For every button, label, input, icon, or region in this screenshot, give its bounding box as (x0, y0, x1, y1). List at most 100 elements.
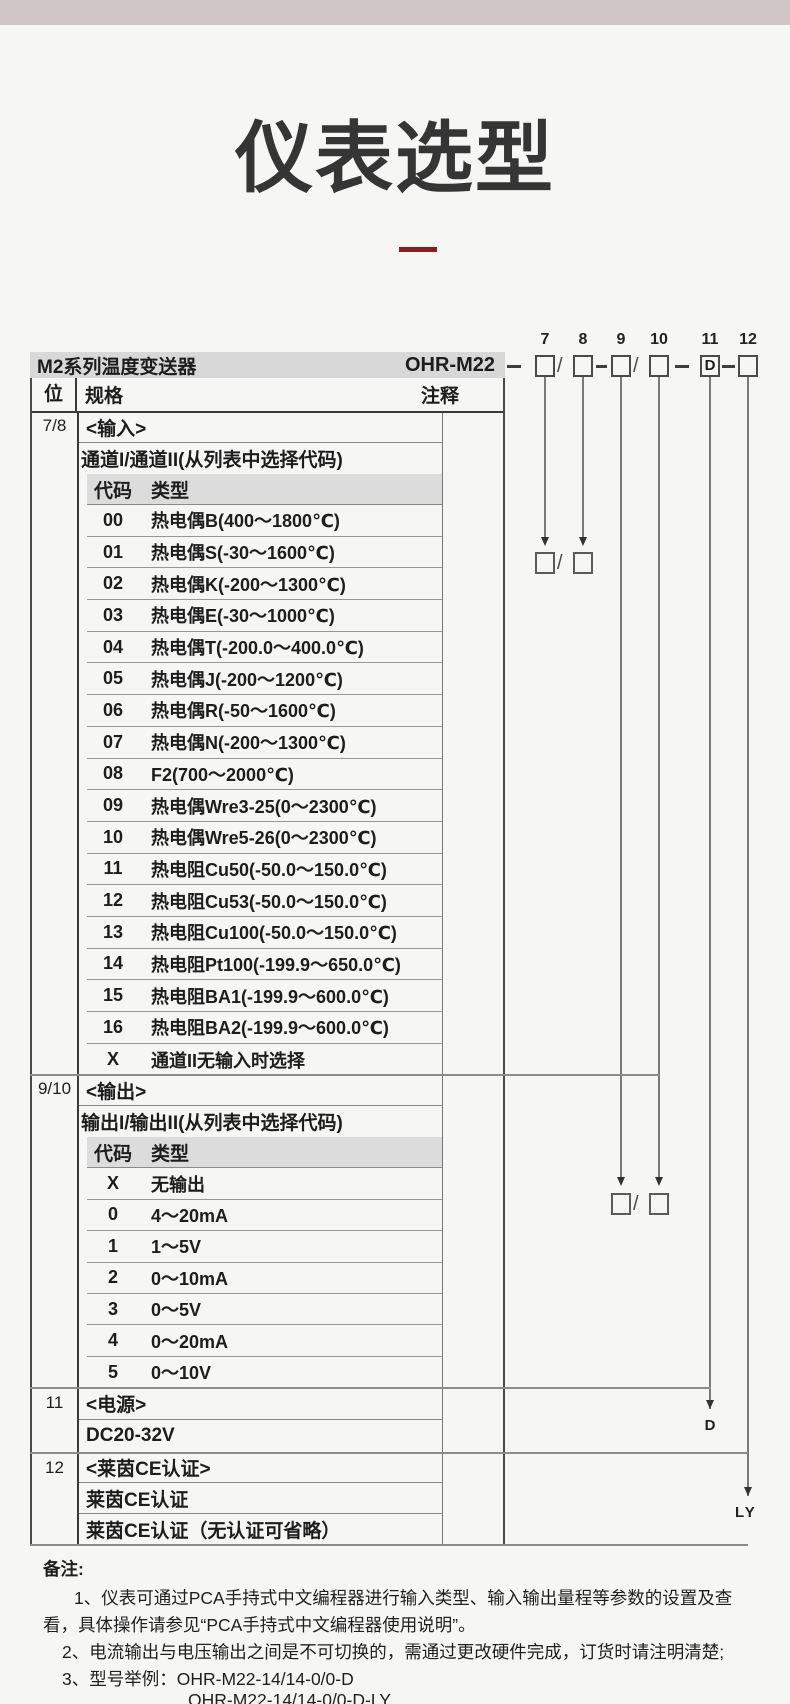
arrow-7-icon (541, 537, 549, 546)
type-cell: 通道II无输入时选择 (151, 1050, 306, 1071)
divider-section-power (30, 1387, 711, 1389)
digit-label-10: 10 (650, 331, 668, 348)
type-cell: 热电阻Cu100(-50.0～150.0℃) (151, 923, 397, 944)
code-row: 5 0～10V (87, 1357, 442, 1388)
header-note: 注释 (420, 386, 459, 407)
code-row: 1 1～5V (87, 1231, 442, 1263)
table-body: 7/8 9/10 11 12 <输入> 通道I/通道II(从列表中选择代码) 代… (32, 413, 503, 1545)
code-cell: 03 (102, 604, 124, 625)
code-cell: 05 (102, 668, 124, 689)
type-cell: 热电阻Cu50(-50.0～150.0℃) (151, 859, 387, 880)
table-header-row: 位 规格 注释 (32, 378, 503, 413)
type-cell: 热电偶Wre5-26(0～2300℃) (151, 828, 377, 849)
bit-label-11: 11 (45, 1393, 64, 1412)
arrow-12-icon (744, 1487, 752, 1496)
type-cell: 0～20mA (151, 1331, 229, 1352)
code-slash-1: / (557, 355, 563, 377)
code-cell: 10 (102, 826, 124, 847)
arrow-8-icon (579, 537, 587, 546)
code-cell: 09 (102, 795, 124, 816)
code-dash-2 (596, 365, 607, 368)
bit-label-910: 9/10 (37, 1079, 72, 1098)
input-code-rows: 00 热电偶B(400～1800℃) 01 热电偶S(-30～1600℃) 02 热电偶K… (87, 505, 442, 1075)
type-cell: F2(700～2000℃) (151, 764, 294, 785)
note-1-line-1: 1、仪表可通过PCA手持式中文编程器进行输入类型、输入输出量程等参数的设置及查 (74, 1588, 733, 1608)
output-code-slash: / (633, 1193, 639, 1215)
col-header-type: 类型 (151, 480, 190, 502)
input-code-table-header: 代码 类型 (87, 474, 442, 505)
dropline-10 (658, 377, 660, 1177)
code-box-7 (535, 355, 555, 377)
code-cell: X (106, 1173, 119, 1194)
col-header-code: 代码 (93, 480, 132, 502)
divider-section-ce (30, 1452, 748, 1454)
type-cell: 热电阻Pt100(-199.9～650.0℃) (151, 954, 401, 975)
code-row: 2 0～10mA (87, 1263, 442, 1294)
note-2: 2、电流输出与电压输出之间是不可切换的，需通过更改硬件完成，订货时请注明清楚; (62, 1642, 725, 1662)
annotation-ly: LY (735, 1504, 757, 1521)
bit-label-12: 12 (45, 1458, 64, 1477)
code-row: 01 热电偶S(-30～1600℃) (87, 537, 442, 569)
top-bar (0, 0, 790, 25)
code-cell: 2 (107, 1267, 118, 1288)
type-cell: 热电阻BA1(-199.9～600.0℃) (151, 986, 389, 1007)
bit-column-divider (77, 413, 79, 1545)
output-code-table-header: 代码 类型 (87, 1137, 442, 1169)
digit-label-7: 7 (540, 331, 550, 348)
code-box-9 (611, 355, 631, 377)
output-code-rows: X 无输出 0 4～20mA 1 1～5V 2 0～10mA 3 0～5V 4 0～20mA 5 0～10… (87, 1168, 442, 1388)
code-row: 10 热电偶Wre5-26(0～2300℃) (87, 822, 442, 854)
code-row: 3 0～5V (87, 1294, 442, 1326)
code-row: 06 热电偶R(-50～1600℃) (87, 695, 442, 727)
type-cell: 热电偶S(-30～1600℃) (151, 543, 335, 564)
type-cell: 热电阻BA2(-199.9～600.0℃) (151, 1018, 389, 1039)
code-cell: 07 (102, 731, 124, 752)
type-cell: 热电偶K(-200～1300℃) (151, 574, 346, 595)
type-cell: 热电偶E(-30～1000℃) (151, 606, 335, 627)
code-row: 15 热电阻BA1(-199.9～600.0℃) (87, 980, 442, 1012)
code-slash-2: / (633, 355, 639, 377)
bit-label-78: 7/8 (42, 416, 67, 435)
annotation-d: D (704, 1417, 716, 1434)
code-cell: 15 (102, 985, 124, 1006)
code-row: 12 热电阻Cu53(-50.0～150.0℃) (87, 885, 442, 917)
digit-label-11: 11 (701, 331, 719, 348)
notes-label: 备注: (43, 1559, 84, 1579)
digit-label-9: 9 (616, 331, 626, 348)
section-input-title: <输入> (79, 413, 442, 443)
code-row: 0 4～20mA (87, 1200, 442, 1232)
code-row: 04 热电偶T(-200.0～400.0℃) (87, 632, 442, 664)
type-cell: 热电偶T(-200.0～400.0℃) (151, 638, 364, 659)
digit-label-12: 12 (739, 331, 757, 348)
type-cell: 0～5V (151, 1300, 202, 1321)
code-row: 02 热电偶K(-200～1300℃) (87, 568, 442, 601)
code-cell: 01 (102, 541, 124, 562)
code-box-8 (573, 355, 593, 377)
selection-table: 位 规格 注释 7/8 9/10 11 12 <输入> 通道I/通道II(从列表… (30, 378, 505, 1545)
code-cell: 13 (102, 921, 124, 942)
code-row: 07 热电偶N(-200～1300℃) (87, 727, 442, 759)
col-header-code: 代码 (93, 1143, 132, 1165)
section-input-subtitle: 通道I/通道II(从列表中选择代码) (81, 450, 343, 471)
code-row: 03 热电偶E(-30～1000℃) (87, 600, 442, 632)
code-row: 11 热电阻Cu50(-50.0～150.0℃) (87, 854, 442, 886)
code-cell: 02 (102, 573, 124, 594)
type-cell: 热电偶R(-50～1600℃) (151, 701, 336, 722)
type-cell: 热电阻Cu53(-50.0～150.0℃) (151, 891, 387, 912)
type-cell: 热电偶Wre3-25(0～2300℃) (151, 796, 377, 817)
type-cell: 热电偶N(-200～1300℃) (151, 733, 346, 754)
section-power-title: <电源> (79, 1388, 442, 1421)
code-cell: 4 (107, 1330, 118, 1351)
input-code-table: 代码 类型 00 热电偶B(400～1800℃) 01 热电偶S(-30～1600℃)… (87, 474, 442, 1075)
input-code-box-1 (535, 552, 555, 574)
title-accent-dash (399, 247, 437, 252)
dropline-9 (620, 377, 622, 1177)
input-code-slash: / (557, 552, 563, 574)
code-dash-1 (507, 365, 521, 368)
code-row: 00 热电偶B(400～1800℃) (87, 505, 442, 537)
dropline-12 (747, 377, 749, 1496)
code-row: 09 热电偶Wre3-25(0～2300℃) (87, 790, 442, 822)
ce-option-2: 莱茵CE认证（无认证可省略） (86, 1521, 341, 1543)
type-cell: 热电偶J(-200～1200℃) (151, 669, 343, 690)
power-value: DC20-32V (86, 1425, 175, 1447)
